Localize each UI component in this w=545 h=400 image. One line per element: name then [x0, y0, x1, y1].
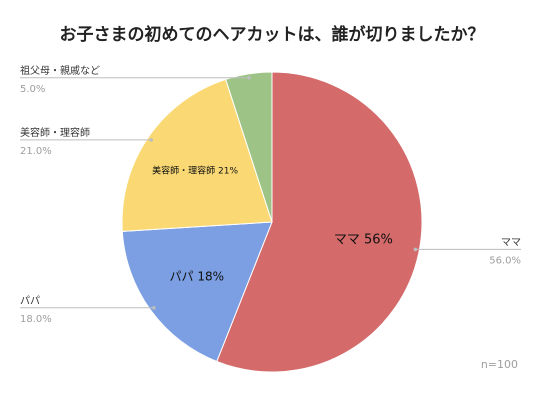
slice-percent-label: 5.0% [20, 84, 45, 95]
slice-inner-label: ママ 56% [334, 232, 393, 247]
slice-percent-label: 21.0% [20, 146, 52, 157]
leader-dot [413, 247, 418, 252]
pie-slices [121, 71, 423, 373]
pie-slice [121, 221, 273, 363]
slice-inner-label: パパ 18% [170, 270, 225, 284]
slice-percent-label: 18.0% [20, 314, 52, 325]
leader-dot [152, 306, 156, 310]
external-labels: ママ 56.0% パパ 18.0% 美容師・理容師 21.0% 祖父母・親戚など 5.0% [20, 64, 521, 325]
sample-size-note: n=100 [481, 358, 518, 371]
slice-name-label: 美容師・理容師 [20, 126, 90, 139]
leader-dot [247, 76, 251, 80]
slice-name-label: パパ [20, 295, 40, 307]
chart-title: お子さまの初めてのヘアカットは、誰が切りましたか？ [60, 24, 485, 45]
pie-slice [225, 71, 273, 223]
leader-lines [20, 76, 521, 310]
slice-percent-label: 56.0% [489, 255, 521, 266]
slice-inner-label: 美容師・理容師 21% [152, 165, 238, 177]
slice-name-label: ママ [501, 237, 521, 248]
slice-inner-labels: ママ 56% パパ 18% 美容師・理容師 21% [152, 165, 393, 284]
leader-dot [149, 138, 153, 142]
slice-name-label: 祖父母・親戚など [20, 64, 100, 77]
pie-slice [121, 78, 273, 232]
pie-slice [216, 71, 423, 373]
